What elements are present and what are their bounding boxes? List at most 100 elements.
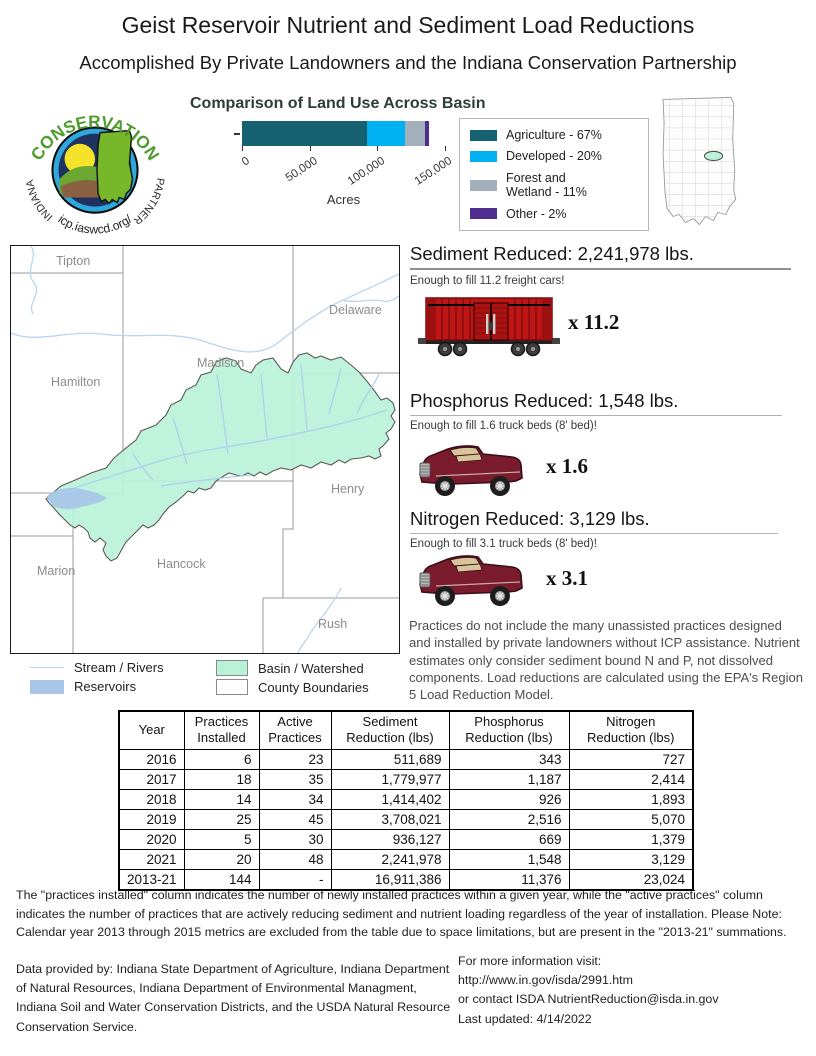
- logo-indiana-shape: [96, 129, 134, 205]
- nitrogen-multiplier: x 3.1: [546, 566, 588, 590]
- landuse-x-label: Acres: [326, 192, 361, 207]
- table-cell: 144: [183, 868, 260, 890]
- basin-streams: [55, 363, 388, 495]
- table-cell: 6: [183, 748, 260, 770]
- table-cell: 2019: [118, 808, 185, 830]
- icp-logo: CONSERVATION INDIANA PARTNERSHIP icp.ias…: [16, 84, 166, 236]
- table-cell: 20: [183, 848, 260, 870]
- table-row: 2018 14 34 1,414,402 926 1,893: [118, 788, 694, 810]
- table-cell: 1,379: [568, 828, 694, 850]
- legend-label: County Boundaries: [258, 679, 369, 695]
- page-title: Geist Reservoir Nutrient and Sediment Lo…: [121, 12, 695, 38]
- county-swatch: [216, 679, 248, 695]
- legend-swatch: [470, 129, 497, 141]
- x-tick-label: 100,000: [345, 155, 388, 188]
- table-cell: 2013-21: [118, 868, 185, 890]
- table-row: 2013-21 144-16,911,386 11,376 23,024: [118, 868, 694, 890]
- county-label: Marion: [37, 564, 75, 578]
- table-cell: 1,414,402: [330, 788, 450, 810]
- table-cell: 5: [183, 828, 260, 850]
- table-cell: 926: [448, 788, 570, 810]
- bar-segment: [367, 121, 405, 146]
- bar-segment: [425, 121, 429, 146]
- table-cell: 45: [258, 808, 332, 830]
- pickup-truck-icon: [419, 555, 523, 606]
- table-header-cell: Phosphorus Reduction (lbs): [448, 710, 570, 750]
- logo-url-text: icp.iaswcd.org/: [56, 212, 135, 236]
- legend-county-boundaries: County Boundaries: [216, 679, 369, 695]
- reservoir-swatch: [30, 679, 64, 694]
- table-cell: 2016: [118, 748, 185, 770]
- stream-line-swatch: [30, 667, 64, 668]
- nitrogen-heading: Nitrogen Reduced: 3,129 lbs.: [410, 508, 778, 534]
- county-label: Madison: [197, 356, 244, 370]
- table-header-cell: Practices Installed: [183, 710, 260, 750]
- table-row: 2021 20 48 2,241,978 1,548 3,129: [118, 848, 694, 870]
- table-cell: 14: [183, 788, 260, 810]
- table-cell: 16,911,386: [330, 868, 450, 890]
- landuse-y-tick: [234, 133, 240, 135]
- data-credits: Data provided by: Indiana State Departme…: [16, 962, 451, 1034]
- table-cell: 1,548: [448, 848, 570, 870]
- table-cell: 2,414: [568, 768, 694, 790]
- phosphorus-note: Enough to fill 1.6 truck beds (8' bed)!: [410, 420, 597, 432]
- table-cell: 936,127: [330, 828, 450, 850]
- freight-car-wheels: [437, 341, 541, 357]
- table-cell: 727: [568, 748, 694, 770]
- county-label: Delaware: [329, 303, 382, 317]
- practices-disclaimer: Practices do not include the many unassi…: [409, 618, 803, 703]
- table-header-cell: Active Practices: [258, 710, 332, 750]
- table-cell: 48: [258, 848, 332, 870]
- table-cell: 669: [448, 828, 570, 850]
- table-cell: 2021: [118, 848, 185, 870]
- reduction-table-body: 2016 6 23 511,689 343 727 2017 18 35 1,779,977 1,1…: [118, 748, 694, 890]
- more-info-line: For more information visit:: [458, 954, 602, 968]
- county-label: Rush: [318, 617, 347, 631]
- table-cell: 343: [448, 748, 570, 770]
- nitrogen-note: Enough to fill 3.1 truck beds (8' bed)!: [410, 538, 597, 550]
- table-cell: 1,187: [448, 768, 570, 790]
- table-cell: 23,024: [568, 868, 694, 890]
- table-cell: 5,070: [568, 808, 694, 830]
- x-tick-label: 150,000: [413, 155, 455, 188]
- table-cell: 511,689: [330, 748, 450, 770]
- phosphorus-heading: Phosphorus Reduced: 1,548 lbs.: [410, 390, 782, 416]
- indiana-outline: [662, 96, 737, 226]
- landuse-chart-title: Comparison of Land Use Across Basin: [190, 95, 486, 112]
- table-cell: 2017: [118, 768, 185, 790]
- table-cell: 2,241,978: [330, 848, 450, 870]
- landuse-legend: Agriculture - 67% Developed - 20% Forest a…: [459, 118, 649, 231]
- table-row: 2017 18 35 1,779,977 1,187 2,414: [118, 768, 694, 790]
- legend-label: Agriculture - 67%: [506, 128, 602, 142]
- legend-swatch: [470, 179, 497, 191]
- table-cell: 23: [258, 748, 332, 770]
- table-header-row: Year Practices Installed Active Practices S…: [118, 710, 694, 750]
- sediment-heading: Sediment Reduced: 2,241,978 lbs.: [410, 243, 791, 270]
- table-header-cell: Nitrogen Reduction (lbs): [568, 710, 694, 750]
- legend-item: Agriculture - 67%: [470, 128, 638, 142]
- landuse-x-axis: 0 50,000 100,000 150,000: [240, 146, 455, 202]
- x-tick-mark: [309, 146, 311, 151]
- table-cell: 11,376: [448, 868, 570, 890]
- last-updated: Last updated: 4/14/2022: [458, 1011, 592, 1026]
- legend-label: Stream / Rivers: [74, 660, 164, 675]
- page-subtitle: Accomplished By Private Landowners and t…: [79, 52, 737, 73]
- bar-segment: [404, 121, 426, 146]
- basin-swatch: [216, 660, 248, 676]
- table-row: 2020 5 30 936,127 669 1,379: [118, 828, 694, 850]
- reservoir: [47, 487, 107, 510]
- table-cell: 3,129: [568, 848, 694, 870]
- table-cell: 25: [183, 808, 260, 830]
- landuse-bar: [242, 121, 445, 146]
- table-cell: 3,708,021: [330, 808, 450, 830]
- county-labels: Tipton Delaware Madison Hamilton Henry M…: [37, 254, 382, 631]
- freight-car-icon: [418, 297, 560, 357]
- legend-swatch: [470, 208, 497, 220]
- more-info-block: For more information visit: http://www.i…: [458, 952, 798, 1029]
- watershed-map: Tipton Delaware Madison Hamilton Henry M…: [10, 245, 400, 654]
- more-info-url: http://www.in.gov/isda/2991.htm: [458, 973, 633, 988]
- inset-watershed-highlight: [703, 150, 724, 161]
- pickup-truck-icon: [419, 445, 523, 496]
- legend-stream-rivers: Stream / Rivers: [30, 660, 164, 675]
